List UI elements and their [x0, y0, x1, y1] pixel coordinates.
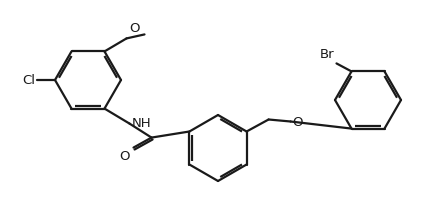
- Text: Cl: Cl: [22, 73, 35, 86]
- Text: Br: Br: [320, 48, 335, 61]
- Text: O: O: [129, 22, 140, 36]
- Text: NH: NH: [132, 117, 151, 130]
- Text: O: O: [119, 150, 129, 163]
- Text: O: O: [293, 116, 303, 129]
